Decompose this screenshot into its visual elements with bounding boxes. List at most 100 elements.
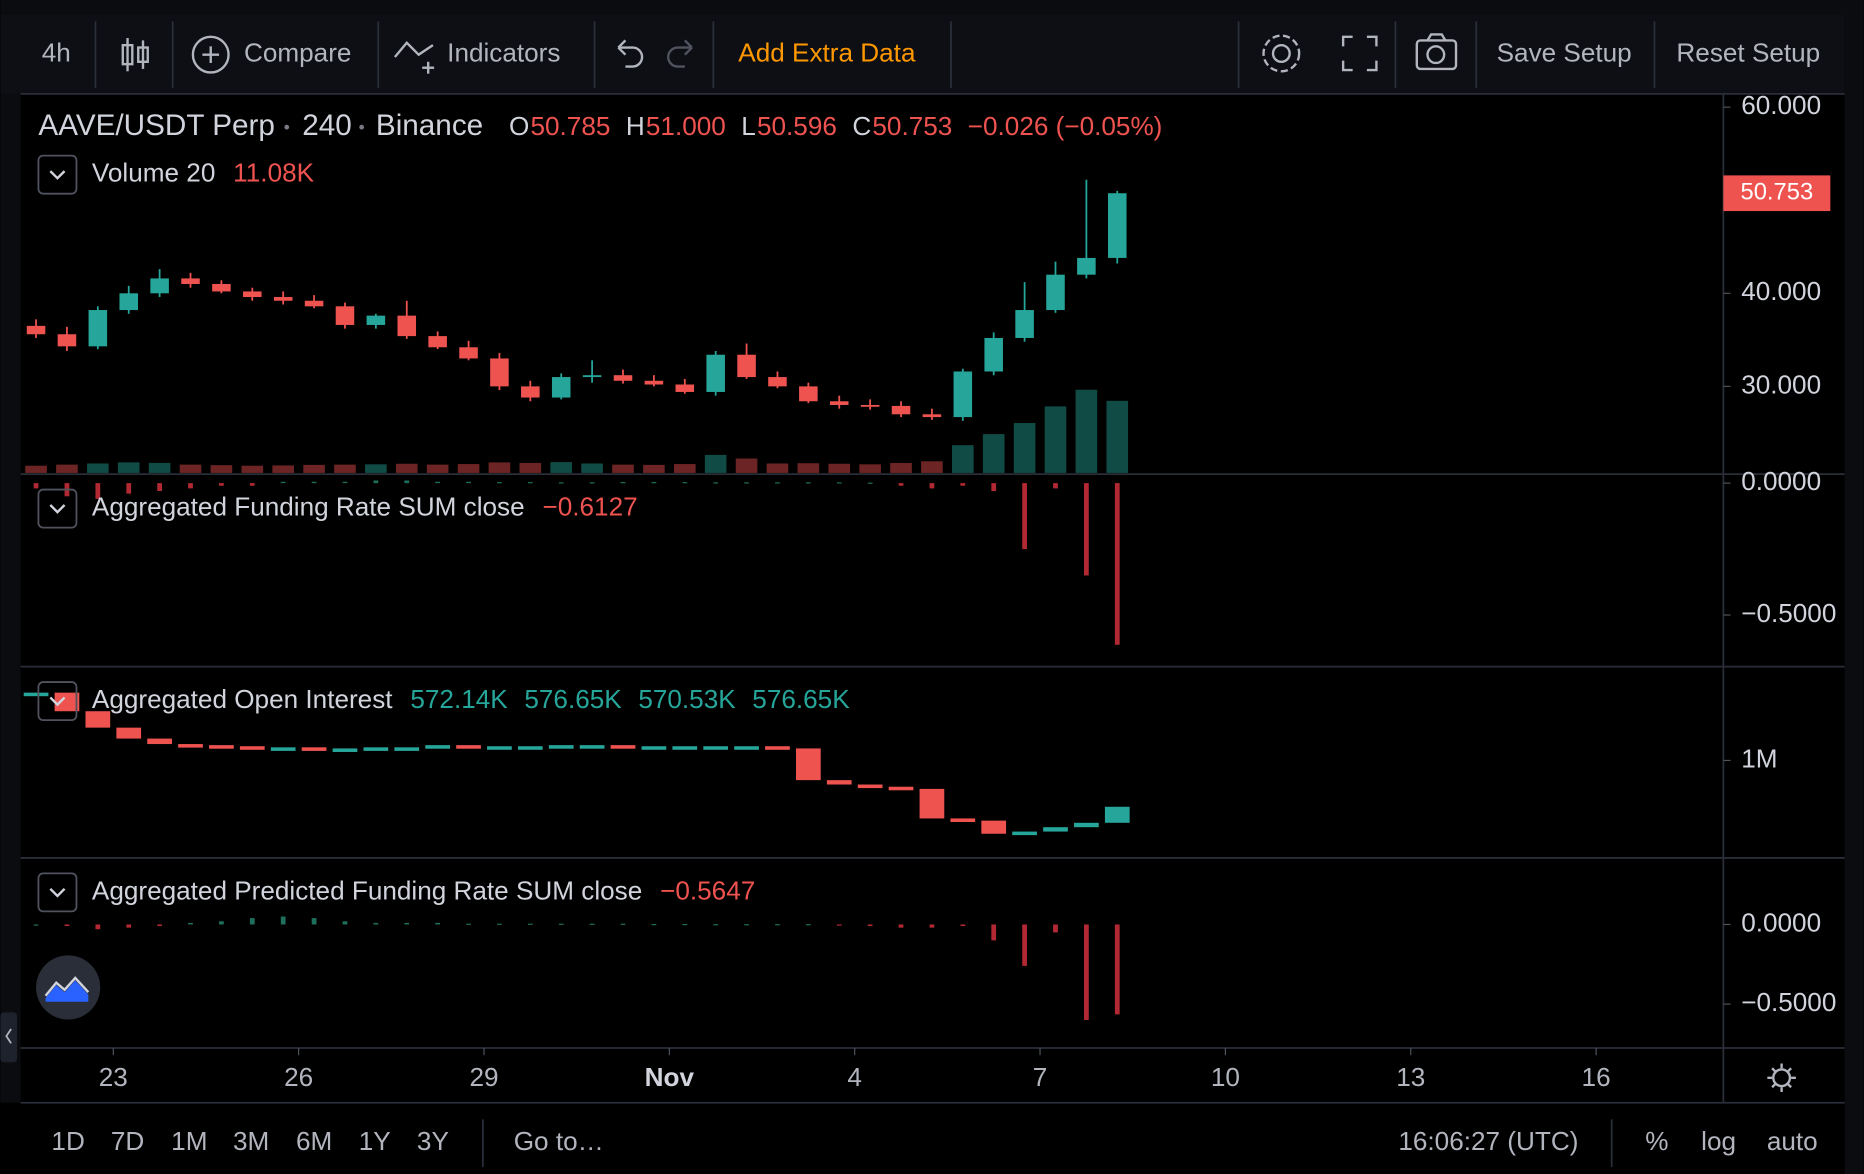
candle-body bbox=[26, 325, 46, 335]
histogram-bar bbox=[775, 924, 780, 926]
histogram-bar bbox=[342, 481, 348, 484]
ohlc-change: −0.026 (−0.05%) bbox=[968, 111, 1163, 141]
ohlc-value: 50.753 bbox=[872, 111, 952, 141]
indicators-icon[interactable] bbox=[393, 41, 435, 74]
log-toggle[interactable]: log bbox=[1701, 1126, 1736, 1156]
range-button[interactable]: 3Y bbox=[417, 1126, 449, 1156]
volume-bar bbox=[1013, 423, 1036, 473]
histogram-bar bbox=[1022, 483, 1027, 550]
symbol-title[interactable]: AAVE/USDT Perp bbox=[38, 109, 274, 142]
histogram-bar bbox=[311, 481, 317, 484]
y-tick-label: 0.0000 bbox=[1741, 466, 1821, 496]
y-tick-label: 60.000 bbox=[1741, 90, 1821, 120]
histogram-bar bbox=[404, 922, 410, 925]
range-button[interactable]: 1D bbox=[51, 1126, 84, 1156]
oi-candle bbox=[178, 744, 203, 748]
collapse-button[interactable] bbox=[37, 488, 78, 529]
compare-button[interactable]: Compare bbox=[244, 38, 351, 68]
range-button[interactable]: 1M bbox=[171, 1126, 207, 1156]
legend-interval: 240 bbox=[302, 109, 352, 142]
collapse-chevron bbox=[49, 504, 66, 514]
oi-candle bbox=[23, 692, 49, 697]
oi-candle bbox=[826, 780, 852, 785]
candle-body bbox=[88, 310, 108, 347]
histogram-bar bbox=[558, 923, 564, 925]
ohlc-value: 50.785 bbox=[530, 111, 610, 141]
histogram-bar bbox=[188, 483, 193, 489]
oi-candle bbox=[209, 745, 234, 749]
histogram-bar bbox=[157, 924, 162, 927]
chart-type-icon[interactable] bbox=[121, 38, 149, 72]
volume-bar bbox=[921, 461, 943, 473]
histogram-bar bbox=[960, 924, 966, 927]
range-button[interactable]: 7D bbox=[111, 1126, 144, 1156]
histogram-bar bbox=[373, 480, 379, 484]
redo-button[interactable] bbox=[667, 39, 693, 68]
collapse-button[interactable] bbox=[37, 681, 78, 721]
candle-body bbox=[613, 375, 633, 381]
volume-bar bbox=[735, 458, 758, 473]
histogram-bar bbox=[342, 921, 348, 925]
candle-body bbox=[243, 291, 262, 298]
save-setup-button[interactable]: Save Setup bbox=[1497, 38, 1632, 68]
oi-candle bbox=[641, 746, 667, 750]
candle-body bbox=[582, 375, 602, 378]
indicator-name: Volume 20 bbox=[92, 158, 215, 188]
oi-candle bbox=[394, 747, 420, 751]
fullscreen-icon[interactable] bbox=[1341, 35, 1378, 72]
candle-body bbox=[304, 300, 324, 307]
x-tick-label: 13 bbox=[1396, 1062, 1425, 1092]
interval-button[interactable]: 4h bbox=[42, 38, 71, 68]
histogram-bar bbox=[744, 482, 749, 484]
reset-setup-button[interactable]: Reset Setup bbox=[1676, 38, 1820, 68]
oi-candle bbox=[919, 788, 945, 819]
auto-toggle[interactable]: auto bbox=[1767, 1126, 1818, 1156]
oi-candle bbox=[795, 748, 821, 781]
histogram-bar bbox=[960, 483, 966, 486]
toolbar bbox=[0, 14, 1845, 94]
screenshot-icon[interactable] bbox=[1415, 33, 1458, 71]
collapse-button[interactable] bbox=[37, 872, 78, 913]
goto-button[interactable]: Go to… bbox=[514, 1126, 604, 1156]
oi-candle bbox=[1074, 822, 1099, 828]
toolbar-separators bbox=[94, 21, 1656, 88]
histogram-bar bbox=[249, 918, 255, 925]
footer-bar bbox=[0, 1102, 1845, 1174]
candle-body bbox=[119, 293, 138, 311]
percent-toggle[interactable]: % bbox=[1645, 1126, 1668, 1156]
histogram-bar bbox=[126, 924, 132, 928]
undo-button[interactable] bbox=[617, 39, 644, 68]
candle-body bbox=[366, 315, 386, 325]
volume-bar bbox=[890, 462, 912, 473]
volume-bar bbox=[395, 463, 418, 473]
volume-bar bbox=[241, 465, 264, 473]
range-button[interactable]: 1Y bbox=[359, 1126, 391, 1156]
ohlc-key: H bbox=[626, 111, 645, 141]
x-tick-label: 16 bbox=[1582, 1062, 1611, 1092]
indicator-value: 11.08K bbox=[233, 158, 314, 188]
logo[interactable] bbox=[36, 955, 101, 1020]
volume-bar bbox=[25, 465, 47, 473]
last-price-label: 50.753 bbox=[1741, 179, 1814, 206]
volume-bar bbox=[56, 464, 78, 473]
histogram-bar bbox=[219, 483, 224, 486]
indicators-button[interactable]: Indicators bbox=[447, 38, 560, 68]
settings-icon[interactable] bbox=[1262, 34, 1301, 73]
x-tick-label: 7 bbox=[1033, 1062, 1048, 1092]
histogram-bar bbox=[249, 483, 255, 486]
histogram-bar bbox=[95, 483, 101, 499]
indicator-value: 572.14K bbox=[410, 684, 508, 714]
collapse-button[interactable] bbox=[37, 154, 78, 195]
y-tick-label: 0.0000 bbox=[1741, 907, 1821, 937]
side-panel-toggle[interactable] bbox=[0, 1012, 18, 1063]
volume-bar bbox=[334, 464, 356, 473]
histogram-bar bbox=[1084, 483, 1089, 576]
oi-candle bbox=[517, 746, 543, 750]
range-button[interactable]: 6M bbox=[296, 1126, 332, 1156]
volume-bar bbox=[488, 462, 511, 473]
axis-settings-icon[interactable] bbox=[1767, 1063, 1796, 1093]
volume-bar bbox=[1075, 389, 1098, 473]
range-button[interactable]: 3M bbox=[233, 1126, 269, 1156]
compare-icon[interactable] bbox=[191, 35, 230, 74]
add-extra-data-button[interactable]: Add Extra Data bbox=[738, 38, 916, 68]
